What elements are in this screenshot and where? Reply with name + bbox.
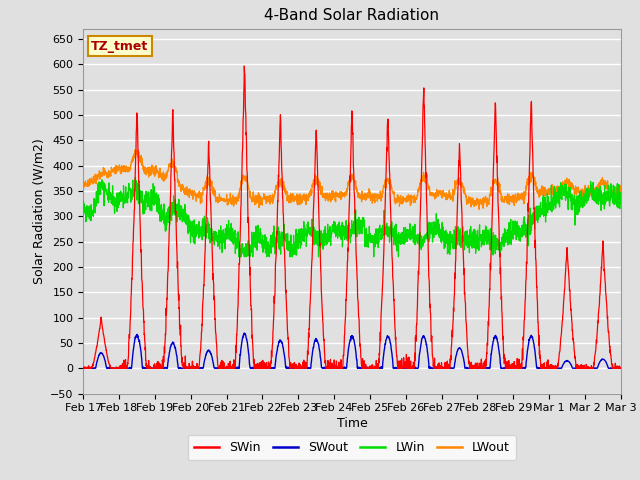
Legend: SWin, SWout, LWin, LWout: SWin, SWout, LWin, LWout: [188, 435, 516, 460]
X-axis label: Time: Time: [337, 418, 367, 431]
Y-axis label: Solar Radiation (W/m2): Solar Radiation (W/m2): [33, 138, 46, 284]
Title: 4-Band Solar Radiation: 4-Band Solar Radiation: [264, 9, 440, 24]
Text: TZ_tmet: TZ_tmet: [92, 40, 148, 53]
